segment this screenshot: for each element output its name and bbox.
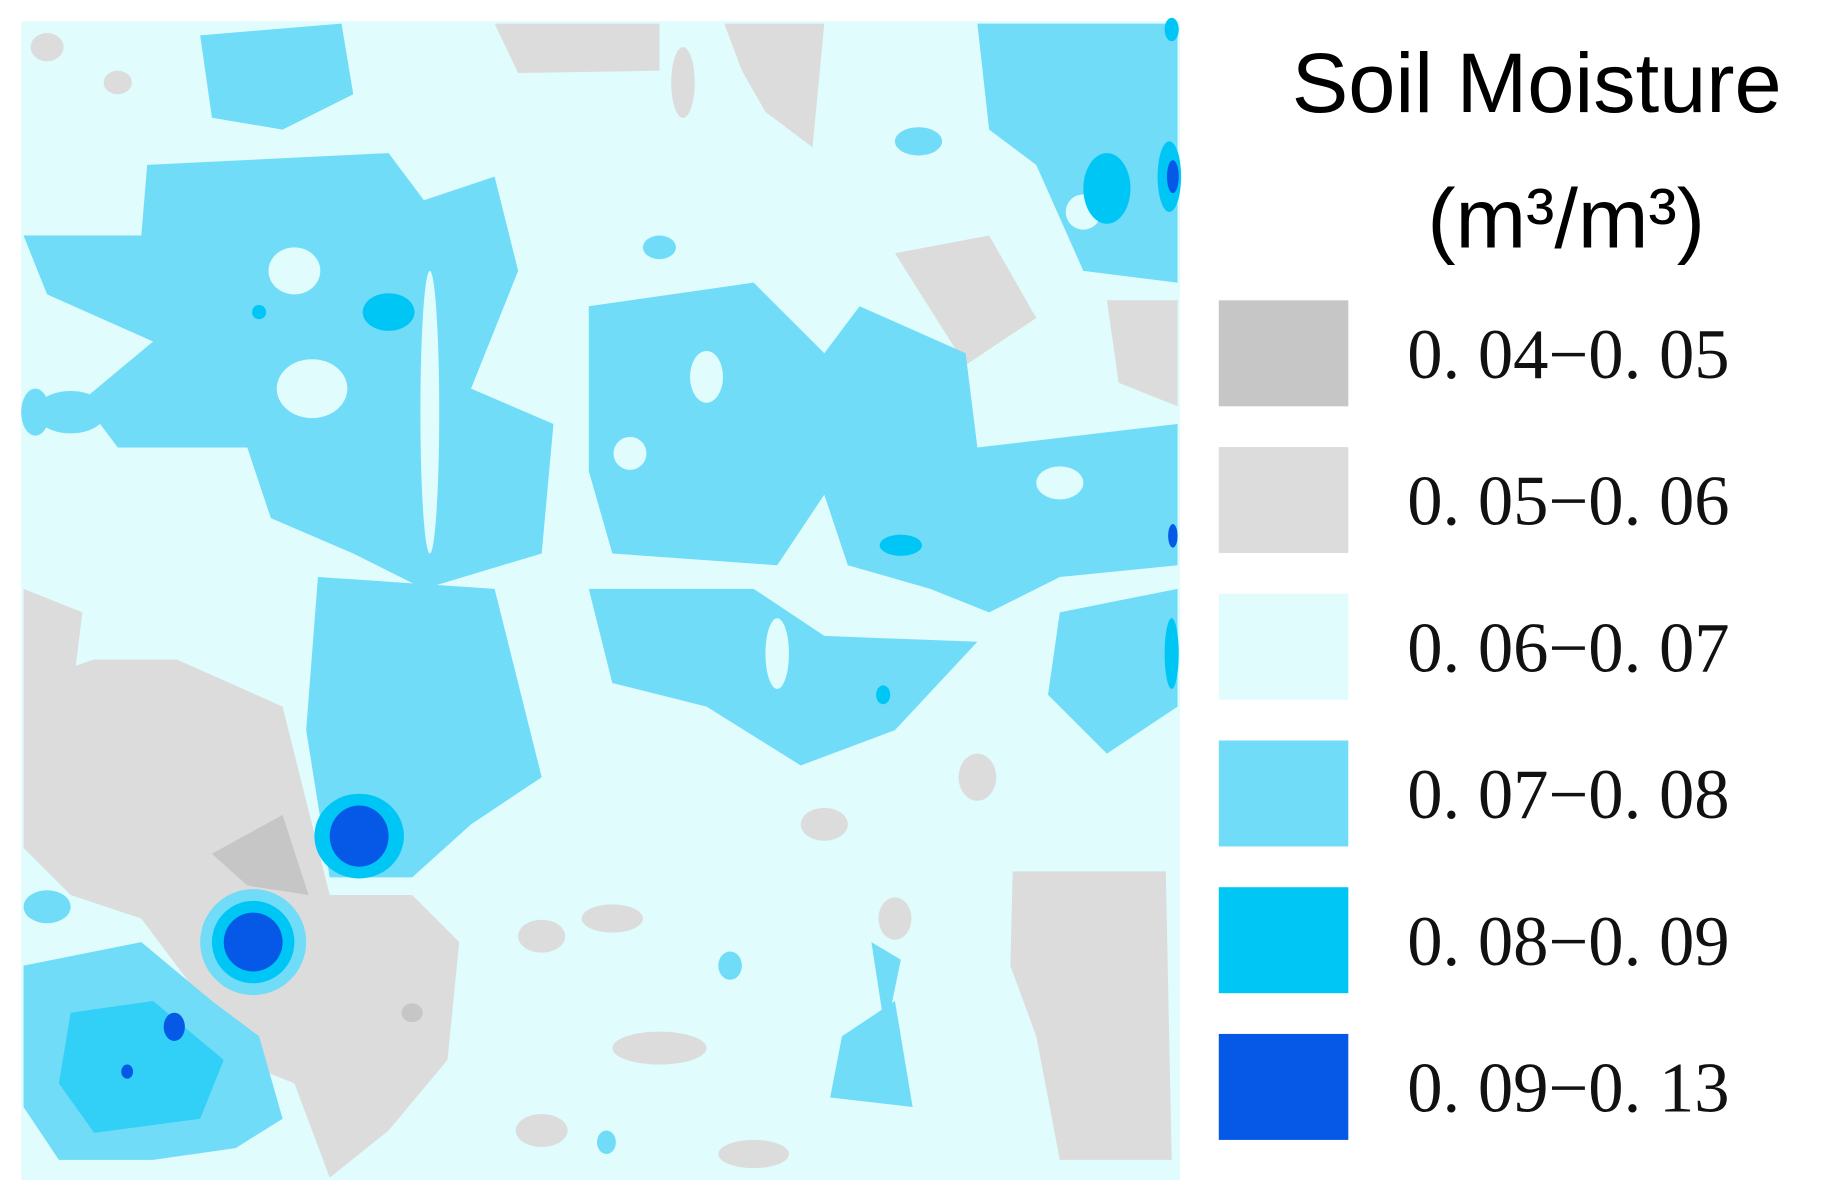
legend-label: 0. 09−0. 13 (1407, 1050, 1729, 1128)
legend-label: 0. 06−0. 07 (1407, 609, 1729, 687)
legend-swatch (1218, 1033, 1349, 1140)
map (21, 17, 1182, 1180)
legend-label: 0. 05−0. 06 (1407, 463, 1729, 541)
legend-swatch (1218, 593, 1349, 700)
legend-label: 0. 07−0. 08 (1407, 756, 1729, 834)
legend-swatch (1218, 300, 1349, 407)
legend: Soil Moisture (m³/m³) 0. 04−0. 05 0. 05−0… (1218, 35, 1782, 1140)
legend-swatch (1218, 447, 1349, 554)
legend-unit: (m³/m³) (1427, 170, 1705, 265)
legend-title: Soil Moisture (1292, 35, 1782, 130)
legend-swatch (1218, 887, 1349, 994)
holes (268, 194, 1102, 689)
wet-areas (58, 17, 1182, 1133)
legend-swatch (1218, 740, 1349, 847)
legend-label: 0. 08−0. 09 (1407, 903, 1729, 981)
legend-label: 0. 04−0. 05 (1407, 316, 1729, 394)
